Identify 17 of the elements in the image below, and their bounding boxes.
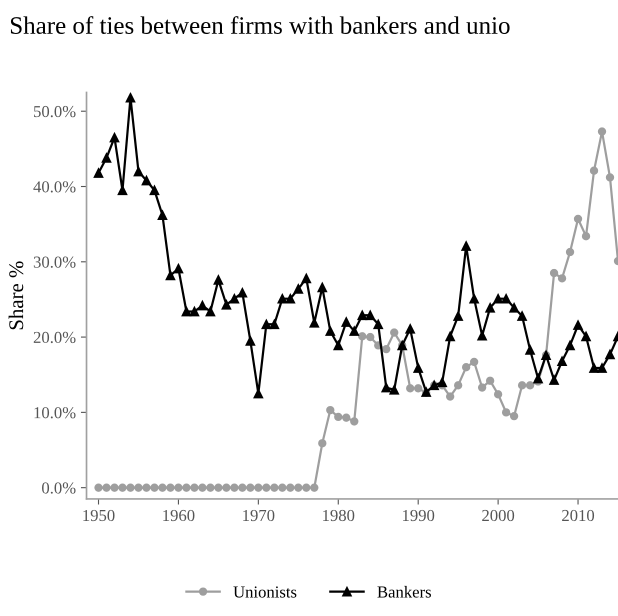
y-tick-label: 50.0% <box>34 106 76 118</box>
legend-label: Bankers <box>377 586 431 598</box>
x-tick-label: 2000 <box>482 510 514 522</box>
x-tick-label: 1970 <box>243 510 274 522</box>
x-tick-label: 1990 <box>402 510 434 522</box>
y-tick-label: 30.0% <box>34 256 76 268</box>
legend-label: Unionists <box>233 586 296 598</box>
y-tick-label: 0.0% <box>42 482 76 494</box>
y-tick-label: 20.0% <box>34 332 76 344</box>
x-tick-label: 1950 <box>83 510 115 522</box>
y-axis-title: Share % <box>8 261 24 330</box>
x-tick-label: 1960 <box>163 510 194 522</box>
x-tick-label: 1980 <box>323 510 354 522</box>
y-tick-label: 10.0% <box>34 407 76 418</box>
x-tick-label: 2010 <box>562 510 594 522</box>
chart-title: Share of ties between firms with bankers and unio <box>10 16 510 34</box>
y-tick-label: 40.0% <box>33 181 76 193</box>
